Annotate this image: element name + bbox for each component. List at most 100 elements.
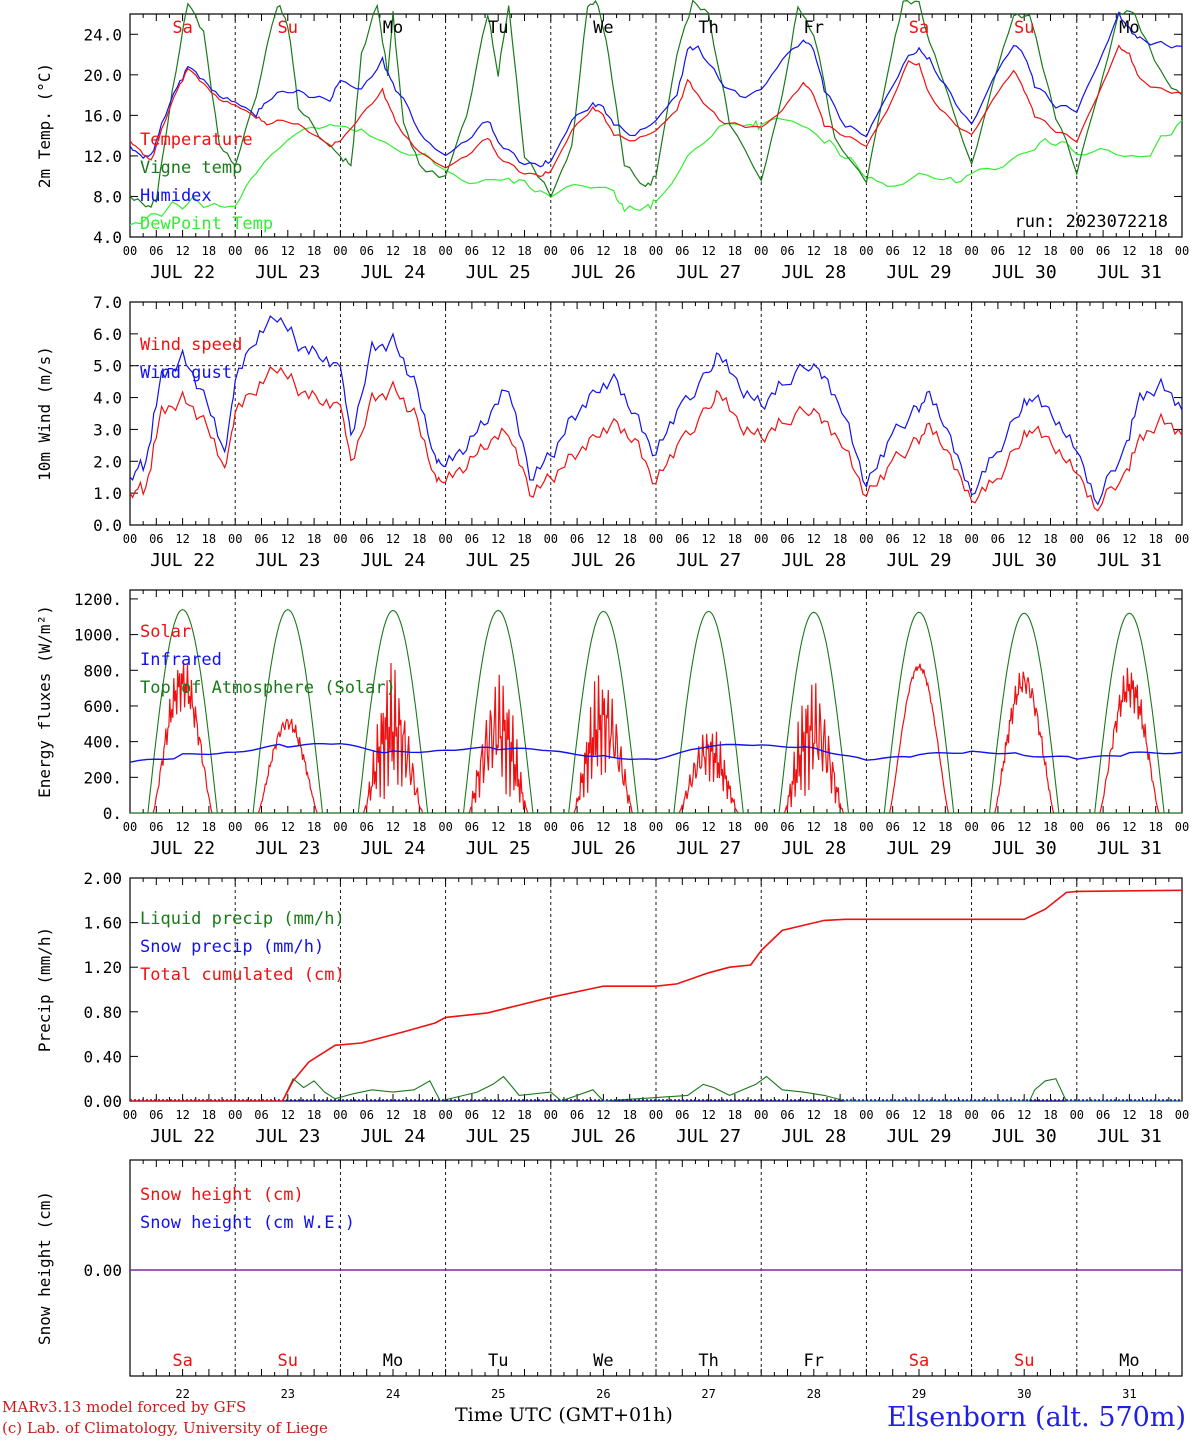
x-hour-label: 00 [1175,244,1189,258]
weekday-label: Mo [383,18,403,38]
x-hour-label: 18 [622,820,636,834]
x-day-label: JUL 23 [255,550,320,571]
series-line-wind-speed [129,366,1183,512]
x-hour-label: 00 [649,532,663,546]
y-tick-label: 1.0 [93,484,122,503]
x-day-label: JUL 27 [676,550,741,571]
series-line-toa [778,611,850,814]
y-tick-label: 400. [83,733,122,752]
x-hour-label: 18 [307,532,321,546]
legend-entry: Snow precip (mm/h) [140,937,324,957]
series-line-wind-gust [129,315,1183,506]
series-line-solar [678,731,739,814]
y-tick-label: 7.0 [93,293,122,312]
series-line-solar [257,718,318,814]
x-hour-label: 12 [281,532,295,546]
x-hour-label: 12 [491,820,505,834]
x-hour-label: 18 [412,244,426,258]
x-hour-label: 12 [912,820,926,834]
y-tick-label: 2.00 [83,869,122,888]
x-hour-label: 18 [622,532,636,546]
x-day-label: JUL 24 [360,838,425,859]
y-axis-label: 10m Wind (m/s) [35,346,54,481]
weekday-label: We [593,1351,613,1371]
x-hour-label: 18 [1043,532,1057,546]
series-line-toa [988,612,1060,814]
x-hour-label: 18 [517,820,531,834]
x-day-label: JUL 22 [150,550,215,571]
x-hour-label: 12 [491,532,505,546]
x-hour-label: 12 [912,1108,926,1122]
day-number-label: 30 [1017,1387,1031,1401]
x-day-label: JUL 29 [886,838,951,859]
x-hour-label: 06 [254,532,268,546]
x-hour-label: 18 [1043,244,1057,258]
x-hour-label: 00 [1070,532,1084,546]
weekday-label: We [593,18,613,38]
y-axis-label: 2m Temp. (°C) [35,63,54,188]
x-hour-label: 00 [228,820,242,834]
x-day-label: JUL 26 [571,550,636,571]
x-day-label: JUL 24 [360,550,425,571]
x-hour-label: 06 [254,244,268,258]
day-number-label: 28 [807,1387,821,1401]
day-number-label: 26 [596,1387,610,1401]
run-annotation: run: 2023072218 [1014,212,1168,232]
legend-entry: Liquid precip (mm/h) [140,909,345,929]
x-hour-label: 18 [622,244,636,258]
x-hour-label: 12 [386,532,400,546]
x-hour-label: 18 [517,532,531,546]
y-tick-label: 1.20 [83,958,122,977]
legend-entry: Vigne temp [140,158,242,178]
x-hour-label: 06 [675,244,689,258]
y-tick-label: 2.0 [93,452,122,471]
series-line-vigne-temp [129,0,1183,208]
x-day-label: JUL 22 [150,1126,215,1147]
day-number-label: 31 [1122,1387,1136,1401]
x-hour-label: 00 [123,820,137,834]
day-number-label: 24 [386,1387,400,1401]
y-tick-label: 1.60 [83,914,122,933]
x-hour-label: 00 [333,1108,347,1122]
x-hour-label: 00 [123,532,137,546]
x-hour-label: 12 [386,1108,400,1122]
y-tick-label: 20.0 [83,66,122,85]
x-hour-label: 12 [807,244,821,258]
x-hour-label: 12 [1017,244,1031,258]
x-hour-label: 18 [728,244,742,258]
x-hour-label: 06 [991,244,1005,258]
y-axis-label: Precip (mm/h) [35,927,54,1052]
x-hour-label: 18 [938,532,952,546]
series-line-solar [573,675,634,814]
x-hour-label: 18 [728,820,742,834]
series-line-total-cumulated [130,889,1183,1102]
x-hour-label: 12 [1017,532,1031,546]
x-hour-label: 18 [833,1108,847,1122]
weekday-label: Sa [909,18,929,38]
x-hour-label: 06 [570,1108,584,1122]
weekday-label: Tu [488,1351,508,1371]
x-hour-label: 12 [1122,820,1136,834]
series-line-liquid-precip [130,1075,1182,1102]
x-hour-label: 06 [780,820,794,834]
legend-entry: Wind speed [140,335,242,355]
x-hour-label: 12 [491,244,505,258]
x-hour-label: 00 [649,820,663,834]
x-hour-label: 18 [307,1108,321,1122]
x-hour-label: 06 [149,532,163,546]
x-hour-label: 00 [1175,1108,1189,1122]
x-day-label: JUL 27 [676,838,741,859]
x-hour-label: 00 [649,244,663,258]
legend-entry: Snow height (cm) [140,1185,304,1205]
x-hour-label: 00 [544,244,558,258]
x-axis-title: Time UTC (GMT+01h) [455,1404,673,1426]
weekday-label: Fr [804,1351,824,1371]
x-hour-label: 06 [570,244,584,258]
y-tick-label: 0.00 [83,1092,122,1111]
weekday-label: Su [278,1351,298,1371]
series-line-toa [357,609,429,814]
series-line-toa [252,609,324,814]
x-hour-label: 12 [912,532,926,546]
x-hour-label: 06 [1096,532,1110,546]
series-line-humidex [129,11,1183,168]
